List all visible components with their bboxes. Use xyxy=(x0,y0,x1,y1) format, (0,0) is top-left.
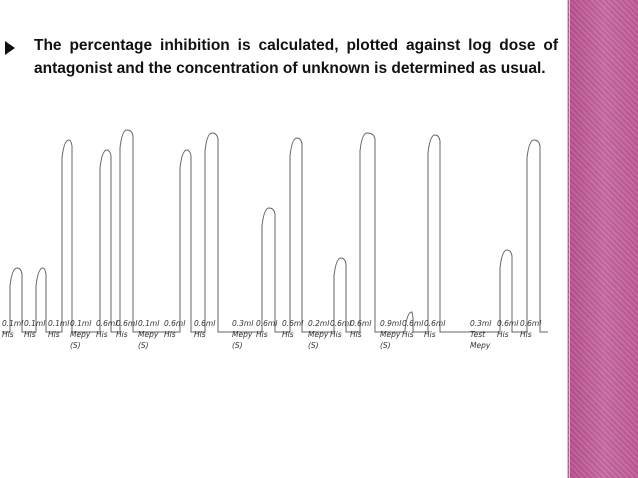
handwritten-label: 0.6ml xyxy=(350,319,372,328)
handwritten-label: (S) xyxy=(380,341,391,350)
handwritten-label: 0.6ml xyxy=(194,319,216,328)
handwritten-label: 0.6ml xyxy=(424,319,446,328)
handwritten-label: Test xyxy=(470,330,486,339)
handwritten-label: His xyxy=(116,330,128,339)
handwritten-label: 0.6ml xyxy=(116,319,138,328)
handwritten-label: 0.9ml xyxy=(380,319,402,328)
handwritten-label: Mepy xyxy=(380,330,401,339)
handwritten-label: Mepy xyxy=(70,330,91,339)
handwritten-label: Mepy xyxy=(308,330,329,339)
handwritten-label: His xyxy=(350,330,362,339)
handwritten-label: (S) xyxy=(138,341,149,350)
handwritten-label: His xyxy=(330,330,342,339)
handwritten-label: His xyxy=(96,330,108,339)
handwritten-label: (S) xyxy=(232,341,243,350)
handwritten-label: 0.6ml xyxy=(96,319,118,328)
handwritten-label: His xyxy=(164,330,176,339)
handwritten-label: His xyxy=(48,330,60,339)
handwritten-label: 0.1ml xyxy=(48,319,70,328)
handwritten-label: Mepy xyxy=(232,330,253,339)
handwritten-label: 0.6ml xyxy=(330,319,352,328)
bullet-text: The percentage inhibition is calculated,… xyxy=(34,37,558,77)
handwritten-label: 0.6ml xyxy=(282,319,304,328)
handwritten-label: 0.6ml xyxy=(497,319,519,328)
handwritten-label: 0.6ml xyxy=(164,319,186,328)
handwritten-label: (S) xyxy=(70,341,81,350)
handwritten-label: (S) xyxy=(308,341,319,350)
side-strip xyxy=(567,0,638,478)
handwritten-label: 0.3ml xyxy=(470,319,492,328)
handwritten-label: 0.1ml xyxy=(24,319,46,328)
handwritten-label: 0.1ml xyxy=(2,319,24,328)
handwritten-label: Mepy xyxy=(470,341,491,350)
handwritten-label: His xyxy=(194,330,206,339)
handwritten-label: Mepy xyxy=(138,330,159,339)
handwritten-label: 0.1ml xyxy=(138,319,160,328)
handwritten-label: 0.6ml xyxy=(520,319,542,328)
handwritten-label: His xyxy=(282,330,294,339)
kymograph-trace xyxy=(2,129,548,333)
handwritten-label: His xyxy=(24,330,36,339)
handwritten-label: 0.3ml xyxy=(232,319,254,328)
handwritten-label: 0.6ml xyxy=(256,319,278,328)
bullet-arrow xyxy=(5,41,15,55)
handwritten-label: His xyxy=(520,330,532,339)
handwritten-label: 0.2ml xyxy=(308,319,330,328)
handwritten-label: His xyxy=(402,330,414,339)
handwritten-label: His xyxy=(256,330,268,339)
handwritten-label: 0.6ml xyxy=(402,319,424,328)
handwritten-label: His xyxy=(424,330,436,339)
handwritten-label: 0.1ml xyxy=(70,319,92,328)
handwritten-label: His xyxy=(497,330,509,339)
handwritten-label: His xyxy=(2,330,14,339)
